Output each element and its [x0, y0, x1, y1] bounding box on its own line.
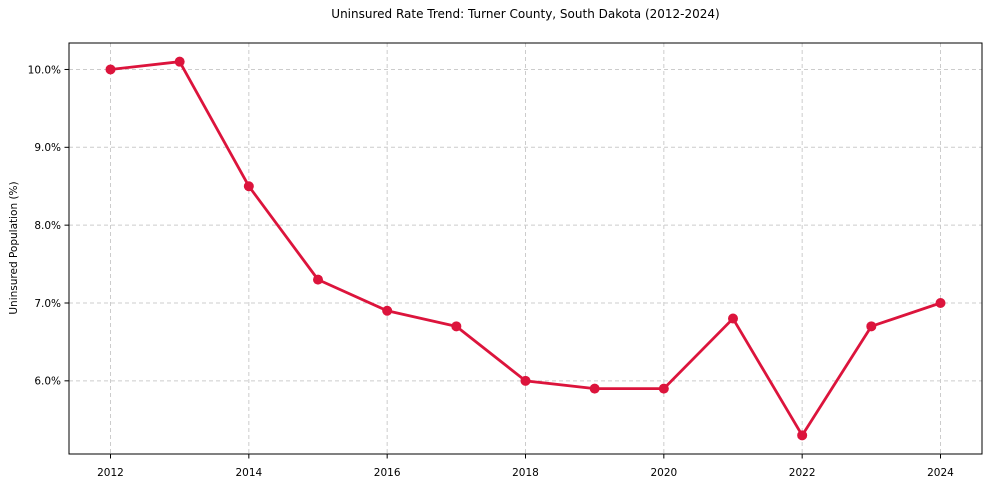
- y-tick-label: 10.0%: [28, 64, 61, 76]
- data-point: [866, 321, 877, 332]
- x-tick-label: 2014: [235, 467, 262, 479]
- data-point: [382, 305, 393, 316]
- x-tick-label: 2022: [789, 467, 816, 479]
- data-point: [520, 375, 531, 386]
- y-tick-label: 9.0%: [34, 142, 61, 154]
- x-tick-label: 2012: [97, 467, 124, 479]
- data-point: [105, 64, 116, 75]
- data-point: [589, 383, 600, 394]
- data-point: [728, 313, 738, 324]
- data-point: [451, 321, 462, 332]
- chart-title: Uninsured Rate Trend: Turner County, Sou…: [331, 7, 720, 21]
- x-tick-label: 2016: [374, 467, 401, 479]
- y-tick-label: 7.0%: [34, 298, 61, 310]
- data-point: [935, 297, 946, 308]
- y-tick-label: 6.0%: [34, 376, 61, 388]
- y-tick-label: 8.0%: [34, 220, 61, 232]
- data-point: [174, 56, 185, 67]
- x-tick-label: 2024: [927, 467, 954, 479]
- data-point: [313, 274, 323, 285]
- x-tick-label: 2020: [650, 467, 677, 479]
- data-point: [658, 383, 669, 394]
- x-tick-label: 2018: [512, 467, 539, 479]
- data-point: [797, 430, 808, 441]
- data-point: [243, 181, 254, 192]
